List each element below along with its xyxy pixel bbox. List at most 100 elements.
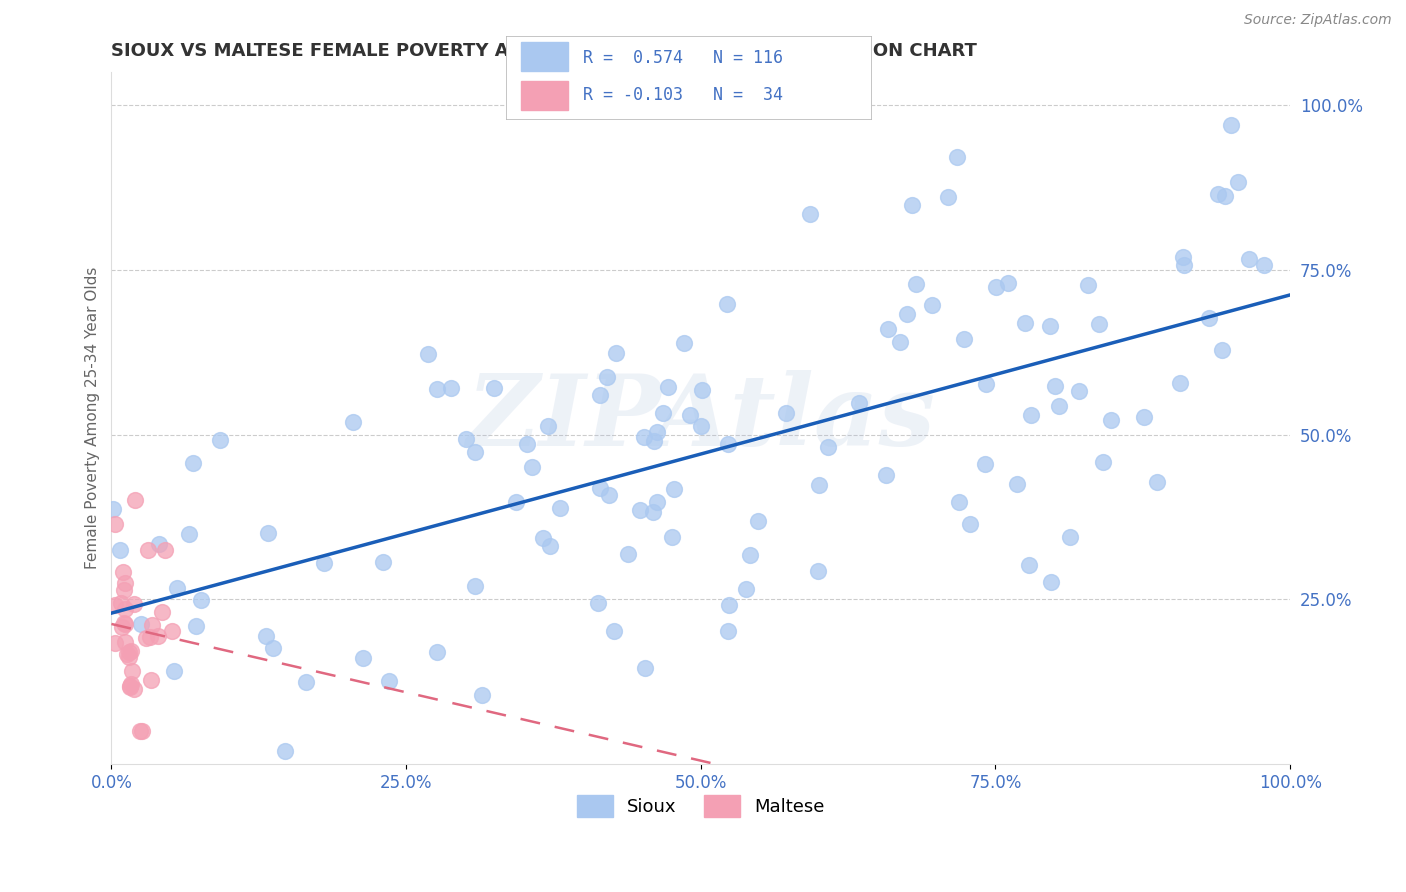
Point xyxy=(596,370,619,384)
Point xyxy=(112,615,135,630)
Point xyxy=(673,336,696,351)
Point xyxy=(464,579,486,593)
Point xyxy=(657,380,679,394)
Point xyxy=(104,599,127,613)
Point xyxy=(150,605,173,619)
Point xyxy=(522,460,544,475)
Point xyxy=(550,500,572,515)
Point xyxy=(131,723,153,738)
Point xyxy=(124,681,146,696)
Point xyxy=(647,494,669,508)
Point xyxy=(1043,378,1066,392)
Point xyxy=(936,190,959,204)
Point xyxy=(662,482,685,496)
Point xyxy=(628,502,651,516)
Point xyxy=(1047,400,1070,414)
Point xyxy=(1226,175,1249,189)
Point xyxy=(586,596,609,610)
Point xyxy=(1039,574,1062,589)
Point xyxy=(634,661,657,675)
Point xyxy=(716,297,738,311)
Point xyxy=(617,547,640,561)
Point xyxy=(645,425,668,440)
Point xyxy=(111,620,134,634)
Point xyxy=(163,664,186,678)
Point xyxy=(589,481,612,495)
Point xyxy=(817,440,839,454)
Point xyxy=(129,617,152,632)
Point xyxy=(1092,455,1115,469)
Point xyxy=(1253,258,1275,272)
Point xyxy=(257,525,280,540)
FancyBboxPatch shape xyxy=(506,36,872,120)
Point xyxy=(342,415,364,429)
Point xyxy=(537,418,560,433)
Point xyxy=(738,548,761,562)
Point xyxy=(136,542,159,557)
Bar xyxy=(520,81,568,111)
Point xyxy=(1014,316,1036,330)
Point xyxy=(775,406,797,420)
Point xyxy=(371,555,394,569)
Point xyxy=(114,601,136,615)
Point xyxy=(589,388,612,402)
Point xyxy=(115,647,138,661)
Point xyxy=(377,673,399,688)
Point xyxy=(186,619,208,633)
Point xyxy=(124,493,146,508)
Point xyxy=(1059,530,1081,544)
Point xyxy=(1198,310,1220,325)
Point xyxy=(141,617,163,632)
Point xyxy=(179,526,201,541)
Point xyxy=(1018,558,1040,573)
Point xyxy=(274,744,297,758)
Point xyxy=(1171,251,1194,265)
Text: ZIPAtlas: ZIPAtlas xyxy=(467,370,935,467)
Point xyxy=(120,644,142,658)
Point xyxy=(1069,384,1091,398)
Point xyxy=(190,593,212,607)
Point xyxy=(166,581,188,595)
Point xyxy=(651,406,673,420)
Point xyxy=(110,596,132,610)
Point xyxy=(690,383,713,397)
Point xyxy=(482,381,505,395)
Point xyxy=(516,437,538,451)
Point xyxy=(1101,412,1123,426)
Point xyxy=(959,516,981,531)
Point xyxy=(426,645,449,659)
Point xyxy=(953,332,976,346)
Point xyxy=(997,276,1019,290)
Point xyxy=(1039,318,1062,333)
Point xyxy=(679,408,702,422)
Point xyxy=(118,645,141,659)
Point xyxy=(112,582,135,597)
Point xyxy=(974,457,997,471)
Point xyxy=(148,536,170,550)
Point xyxy=(641,505,664,519)
Point xyxy=(598,488,620,502)
Point xyxy=(1007,476,1029,491)
Point xyxy=(905,277,928,292)
Point xyxy=(643,434,665,449)
Point xyxy=(120,676,142,690)
Point xyxy=(139,630,162,644)
Point xyxy=(948,495,970,509)
Point xyxy=(121,664,143,678)
Point xyxy=(314,557,336,571)
Point xyxy=(538,539,561,553)
Point xyxy=(889,334,911,349)
Point xyxy=(605,346,627,360)
Point xyxy=(352,651,374,665)
Point xyxy=(114,576,136,591)
Point xyxy=(735,582,758,596)
Point xyxy=(1146,475,1168,489)
Point xyxy=(875,468,897,483)
Point xyxy=(1088,317,1111,331)
Point xyxy=(877,321,900,335)
Point xyxy=(129,723,152,738)
Point xyxy=(1208,187,1230,202)
Point xyxy=(531,531,554,545)
Point xyxy=(1077,278,1099,293)
Point xyxy=(718,598,741,612)
